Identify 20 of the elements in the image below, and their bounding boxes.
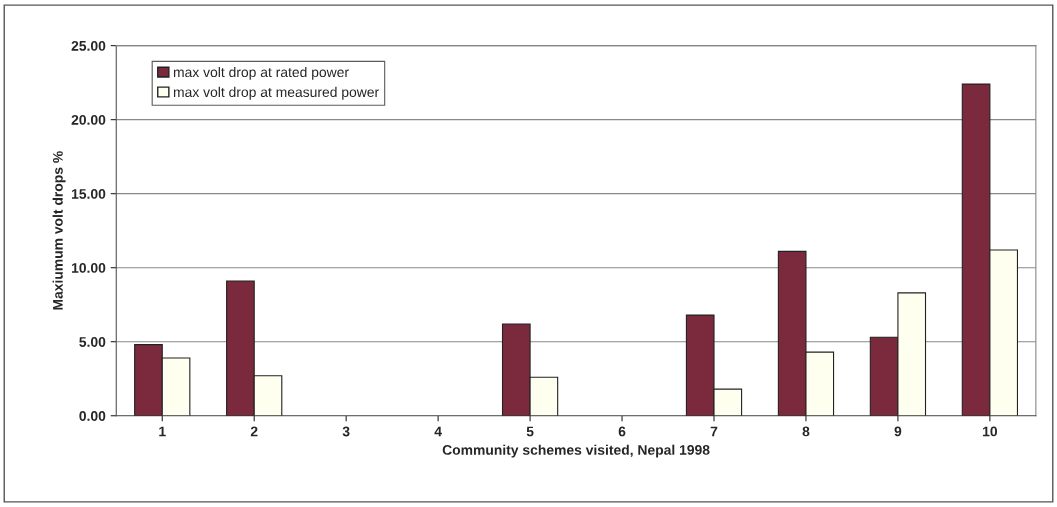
- legend-label: max volt drop at rated power: [173, 66, 349, 80]
- x-tick-label: 5: [526, 426, 534, 437]
- y-tick-label: 5.00: [79, 337, 106, 347]
- y-tick-label: 0.00: [79, 411, 106, 421]
- x-tick-label: 4: [434, 426, 442, 437]
- y-tick-label: 25.00: [71, 40, 106, 51]
- x-tick-label: 7: [710, 426, 718, 437]
- x-tick-label: 1: [159, 426, 166, 437]
- x-tick-label: 2: [250, 426, 258, 437]
- y-tick-label: 10.00: [71, 263, 106, 273]
- legend-label: max volt drop at measured power: [173, 86, 379, 100]
- x-tick-label: 8: [802, 426, 810, 437]
- y-tick-label: 15.00: [71, 189, 106, 199]
- y-tick-label: 20.00: [71, 114, 106, 125]
- x-tick-label: 9: [894, 426, 902, 437]
- x-tick-label: 10: [983, 426, 998, 437]
- x-tick-label: 6: [618, 426, 626, 437]
- y-axis-title: Maxiumum volt drops %: [52, 151, 66, 310]
- x-axis-title: Community schemes visited, Nepal 1998: [442, 444, 710, 458]
- x-tick-label: 3: [342, 426, 350, 437]
